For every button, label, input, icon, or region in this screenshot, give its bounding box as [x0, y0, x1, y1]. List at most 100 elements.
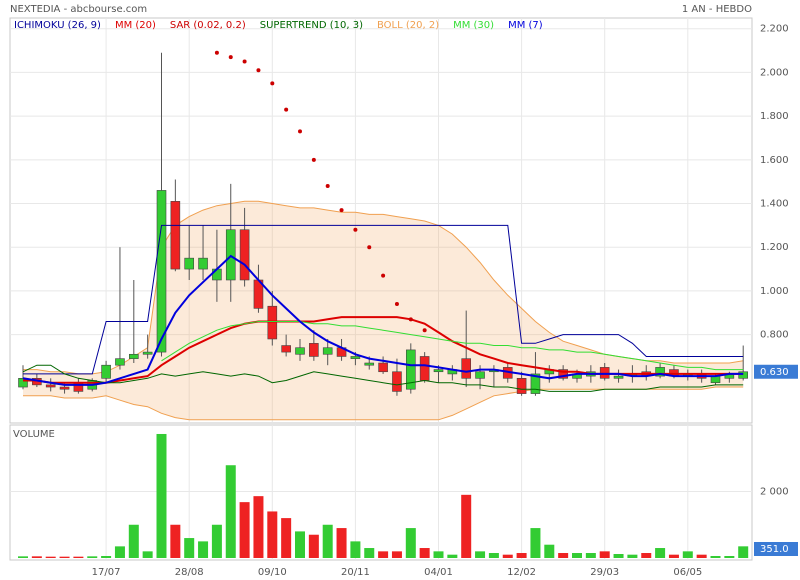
- sar-dot: [422, 328, 427, 333]
- indicator-line: [23, 224, 744, 375]
- candle-body: [45, 384, 56, 388]
- legend-entry: MM (7): [508, 20, 543, 31]
- candle-body: [516, 378, 527, 394]
- legend-entry: MM (30): [453, 20, 494, 31]
- y-tick-label: 0.800: [760, 330, 789, 341]
- volume-bar: [502, 554, 513, 558]
- candle-body: [710, 375, 721, 383]
- volume-bar: [87, 556, 98, 558]
- legend-entry: SAR (0.02, 0.2): [170, 20, 246, 31]
- sar-dot: [367, 245, 372, 250]
- volume-bar: [253, 496, 264, 558]
- volume-bar: [18, 556, 28, 558]
- sar-dot: [381, 273, 386, 278]
- volume-bar: [184, 538, 195, 558]
- indicator-line: [161, 321, 744, 371]
- volume-bar: [128, 524, 139, 558]
- legend-entry: ICHIMOKU (26, 9): [14, 20, 101, 31]
- candle-body: [170, 201, 181, 270]
- candle-body: [129, 353, 139, 359]
- sar-dot: [270, 81, 275, 86]
- candle-body: [738, 371, 749, 379]
- volume-bar: [433, 551, 444, 558]
- chart-title: NEXTEDIA - abcbourse.com: [10, 4, 147, 15]
- volume-bar: [710, 556, 721, 558]
- x-tick-label: 28/08: [175, 567, 204, 578]
- volume-bar: [239, 502, 250, 558]
- x-tick-label: 12/02: [507, 567, 536, 578]
- candle-body: [295, 347, 305, 355]
- volume-frame: [9, 424, 753, 561]
- volume-bar: [378, 551, 389, 558]
- volume-bar: [461, 494, 472, 558]
- volume-bar: [599, 551, 610, 558]
- volume-bar: [682, 551, 693, 558]
- volume-bar: [419, 548, 430, 558]
- price-tag-label: 0.630: [760, 367, 789, 378]
- sar-dot: [394, 302, 399, 307]
- band-area: [23, 201, 744, 420]
- volume-bar: [198, 541, 209, 558]
- sar-dot: [284, 107, 289, 112]
- volume-bar: [530, 528, 541, 558]
- volume-bar: [405, 528, 416, 558]
- candle-body: [392, 371, 402, 392]
- volume-bar: [322, 524, 333, 558]
- x-tick-label: 06/05: [673, 567, 702, 578]
- y-tick-label: 2.000: [760, 67, 789, 78]
- price-tag: [754, 364, 798, 379]
- volume-bar: [738, 546, 749, 558]
- candle-body: [101, 364, 111, 379]
- candle-body: [433, 369, 444, 373]
- volume-bar: [475, 551, 486, 558]
- volume-bar: [641, 553, 652, 558]
- volume-bar: [156, 433, 167, 558]
- y-tick-label: 1.800: [760, 111, 789, 122]
- volume-bar: [73, 556, 84, 558]
- volume-bar: [572, 553, 582, 558]
- y-tick-label: 1.200: [760, 242, 789, 253]
- candle-body: [558, 369, 568, 379]
- volume-bar: [45, 556, 56, 558]
- candle-body: [378, 362, 388, 373]
- legend-entry: SUPERTREND (10, 3): [260, 20, 363, 31]
- candle-body: [309, 343, 319, 357]
- x-tick-label: 09/10: [258, 567, 287, 578]
- sar-dot: [353, 227, 358, 232]
- volume-bar: [724, 556, 735, 558]
- volume-bar: [585, 553, 596, 558]
- volume-bar: [114, 546, 125, 558]
- volume-bar: [447, 554, 458, 558]
- volume-bar: [613, 554, 624, 558]
- candle-body: [364, 362, 375, 366]
- volume-bar: [59, 556, 70, 558]
- candle-body: [599, 367, 610, 379]
- candle-body: [156, 190, 167, 353]
- legend-entry: MM (20): [115, 20, 156, 31]
- candle-body: [405, 349, 416, 390]
- candle-body: [350, 356, 361, 359]
- volume-bar: [308, 534, 319, 558]
- candle-body: [461, 358, 472, 379]
- sar-dot: [298, 129, 302, 134]
- candle-body: [239, 229, 250, 281]
- y-tick-label: 1.600: [760, 155, 789, 166]
- sar-dot: [214, 50, 219, 55]
- volume-bar: [364, 548, 375, 558]
- volume-bar: [336, 528, 347, 558]
- volume-bar: [696, 554, 707, 558]
- volume-bar: [558, 553, 569, 558]
- sar-dot: [256, 68, 261, 73]
- volume-bar: [488, 553, 499, 558]
- candle-body: [655, 367, 665, 377]
- volume-bar: [544, 544, 555, 558]
- candle-body: [59, 386, 70, 390]
- candle-body: [142, 351, 153, 355]
- candle-body: [281, 345, 291, 353]
- volume-bar: [267, 511, 278, 558]
- volume-tag-label: 351.0: [760, 544, 789, 555]
- volume-bar: [211, 524, 222, 558]
- volume-bar: [668, 554, 679, 558]
